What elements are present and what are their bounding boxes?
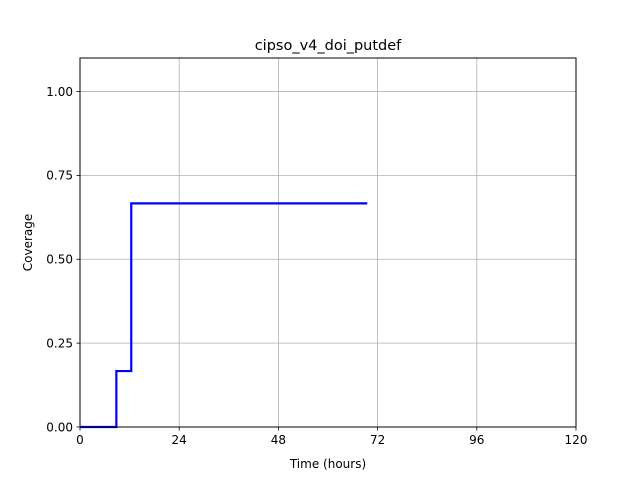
y-axis-label: Coverage	[21, 214, 35, 272]
y-tick-label: 0.50	[46, 253, 73, 267]
y-tick-label: 0.00	[46, 420, 73, 434]
plot-frame	[79, 57, 577, 428]
x-axis-label: Time (hours)	[289, 457, 366, 471]
chart-title: cipso_v4_doi_putdef	[255, 38, 402, 54]
x-tick-label: 0	[76, 433, 84, 447]
x-tick-label: 48	[271, 433, 286, 447]
ticks: 0 24 48 72 96 120 0.00 0.25 0.50 0.75 1.00	[46, 85, 587, 447]
y-tick-label: 0.75	[46, 169, 73, 183]
x-tick-label: 120	[565, 433, 588, 447]
x-tick-label: 72	[370, 433, 385, 447]
x-tick-label: 24	[172, 433, 187, 447]
y-tick-label: 1.00	[46, 85, 73, 99]
y-tick-label: 0.25	[46, 336, 73, 350]
x-tick-label: 96	[469, 433, 484, 447]
